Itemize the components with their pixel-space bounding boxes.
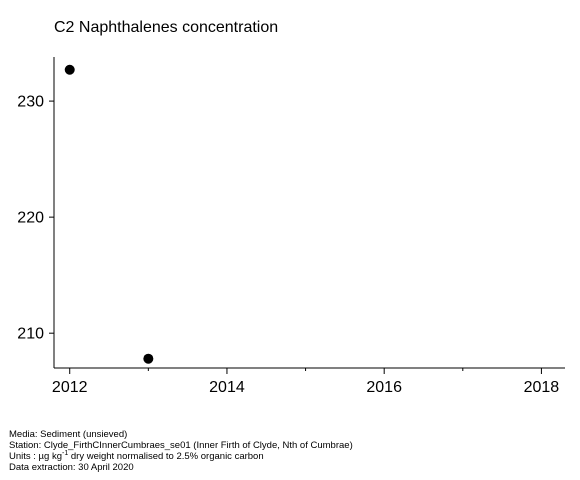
footer-extraction: Data extraction: 30 April 2020 — [9, 462, 134, 473]
x-tick-label: 2014 — [209, 379, 245, 396]
footer-station: Station: Clyde_FirthCInnerCumbraes_se01 … — [9, 440, 353, 451]
chart-title: C2 Naphthalenes concentration — [54, 19, 279, 36]
footer-units-sup: -1 — [62, 449, 69, 457]
y-tick-label: 220 — [17, 210, 44, 227]
data-point — [143, 353, 154, 364]
y-tick-label: 210 — [17, 326, 44, 343]
x-tick-label: 2012 — [52, 379, 88, 396]
footer-units-prefix: Units : µg kg — [9, 451, 62, 462]
chart-footer: Media: Sediment (unsieved) Station: Clyd… — [9, 429, 353, 473]
footer-units-suffix: dry weight normalised to 2.5% organic ca… — [68, 451, 264, 462]
x-tick-label: 2016 — [366, 379, 402, 396]
data-point — [64, 64, 75, 75]
chart-plot: 210 220 230 2012 2014 2016 2018 — [17, 57, 565, 396]
x-tick-label: 2018 — [524, 379, 560, 396]
y-tick-label: 230 — [17, 94, 44, 111]
footer-media: Media: Sediment (unsieved) — [9, 429, 128, 440]
footer-units: Units : µg kg-1 dry weight normalised to… — [9, 449, 353, 462]
